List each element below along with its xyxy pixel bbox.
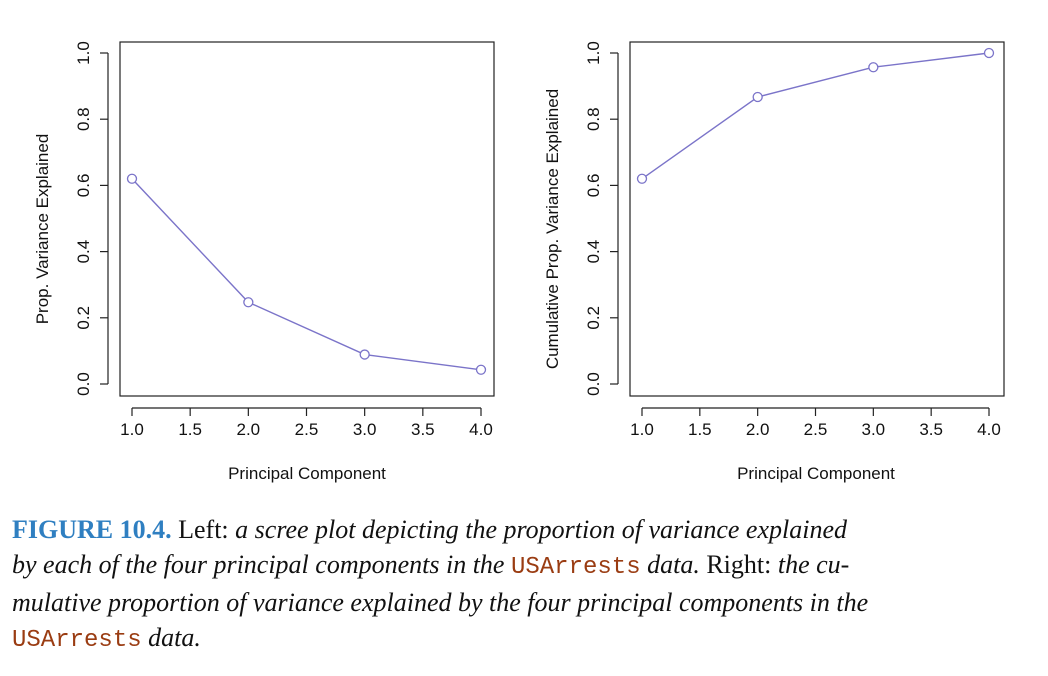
y-tick-label: 0.2 bbox=[74, 306, 93, 330]
x-tick-label: 2.0 bbox=[746, 420, 770, 439]
caption-left-word: Left: bbox=[178, 515, 229, 544]
x-tick-label: 2.5 bbox=[295, 420, 319, 439]
caption-right-text: the cu- bbox=[777, 550, 850, 579]
y-tick-label: 0.8 bbox=[74, 107, 93, 131]
y-tick-label: 1.0 bbox=[74, 41, 93, 65]
x-tick-label: 2.0 bbox=[237, 420, 261, 439]
y-tick-label: 1.0 bbox=[584, 41, 603, 65]
caption-line-4: USArrests data. bbox=[12, 620, 1036, 658]
series-line bbox=[641, 52, 990, 180]
caption-right-text-cont: mulative proportion of variance explaine… bbox=[12, 588, 869, 617]
y-tick-label: 0.0 bbox=[74, 372, 93, 396]
figure-label: FIGURE 10.4. bbox=[12, 515, 172, 544]
x-tick-label: 4.0 bbox=[977, 420, 1001, 439]
x-tick-label: 1.0 bbox=[120, 420, 144, 439]
y-tick-label: 0.8 bbox=[584, 107, 603, 131]
figure-charts: 0.0 0.2 0.4 0.6 0.8 1.0 1.0 1.5 2.0 2.5 3.0 3.5 4.0 P… bbox=[33, 41, 1005, 483]
plot-frame bbox=[629, 41, 1005, 397]
x-axis-title: Principal Component bbox=[228, 464, 386, 483]
caption-left-text: a scree plot depicting the proportion of… bbox=[235, 515, 847, 544]
x-tick-label: 1.5 bbox=[178, 420, 202, 439]
y-axis-title: Cumulative Prop. Variance Explained bbox=[543, 89, 562, 369]
y-tick-label: 0.4 bbox=[584, 240, 603, 264]
data-point bbox=[243, 297, 254, 308]
x-tick-label: 3.0 bbox=[862, 420, 886, 439]
left-scree-plot: 0.0 0.2 0.4 0.6 0.8 1.0 1.0 1.5 2.0 2.5 3.0 3.5 4.0 P… bbox=[33, 41, 495, 483]
dataset-name-2: USArrests bbox=[12, 627, 142, 654]
data-point bbox=[983, 47, 995, 59]
x-tick-label: 2.5 bbox=[804, 420, 828, 439]
y-tick-label: 0.6 bbox=[584, 174, 603, 198]
data-point bbox=[636, 173, 648, 184]
x-tick-label: 3.5 bbox=[411, 420, 435, 439]
caption-line-3: mulative proportion of variance explaine… bbox=[12, 585, 1036, 620]
data-point bbox=[752, 91, 763, 103]
y-tick-label: 0.2 bbox=[584, 306, 603, 330]
figure-caption: FIGURE 10.4. Left: a scree plot depictin… bbox=[12, 512, 1036, 658]
data-point bbox=[868, 62, 879, 73]
dataset-name: USArrests bbox=[510, 554, 641, 581]
x-tick-label: 1.0 bbox=[630, 420, 654, 439]
x-tick-label: 1.5 bbox=[688, 420, 712, 439]
caption-data-word: data. bbox=[647, 550, 700, 579]
x-tick-label: 3.5 bbox=[919, 420, 943, 439]
y-tick-label: 0.0 bbox=[584, 372, 603, 396]
data-point bbox=[475, 364, 487, 375]
y-tick-label: 0.6 bbox=[74, 174, 93, 198]
data-point bbox=[359, 349, 370, 360]
right-cumulative-plot: 0.0 0.2 0.4 0.6 0.8 1.0 1.0 1.5 2.0 2.5 3.0 3.5 4.0 P… bbox=[543, 41, 1005, 483]
caption-data-word-2: data. bbox=[148, 623, 201, 652]
x-axis-title: Principal Component bbox=[737, 464, 895, 483]
y-tick-label: 0.4 bbox=[74, 240, 93, 264]
caption-right-word: Right: bbox=[706, 550, 772, 579]
x-tick-label: 4.0 bbox=[469, 420, 493, 439]
caption-line-2: by each of the four principal components… bbox=[12, 547, 1036, 585]
y-axis-title: Prop. Variance Explained bbox=[33, 134, 52, 325]
series-line bbox=[131, 178, 482, 371]
caption-left-text-cont: by each of the four principal components… bbox=[12, 550, 505, 579]
x-tick-label: 3.0 bbox=[353, 420, 377, 439]
caption-line-1: FIGURE 10.4. Left: a scree plot depictin… bbox=[12, 512, 1036, 547]
data-point bbox=[126, 173, 138, 184]
plot-frame bbox=[119, 41, 495, 397]
